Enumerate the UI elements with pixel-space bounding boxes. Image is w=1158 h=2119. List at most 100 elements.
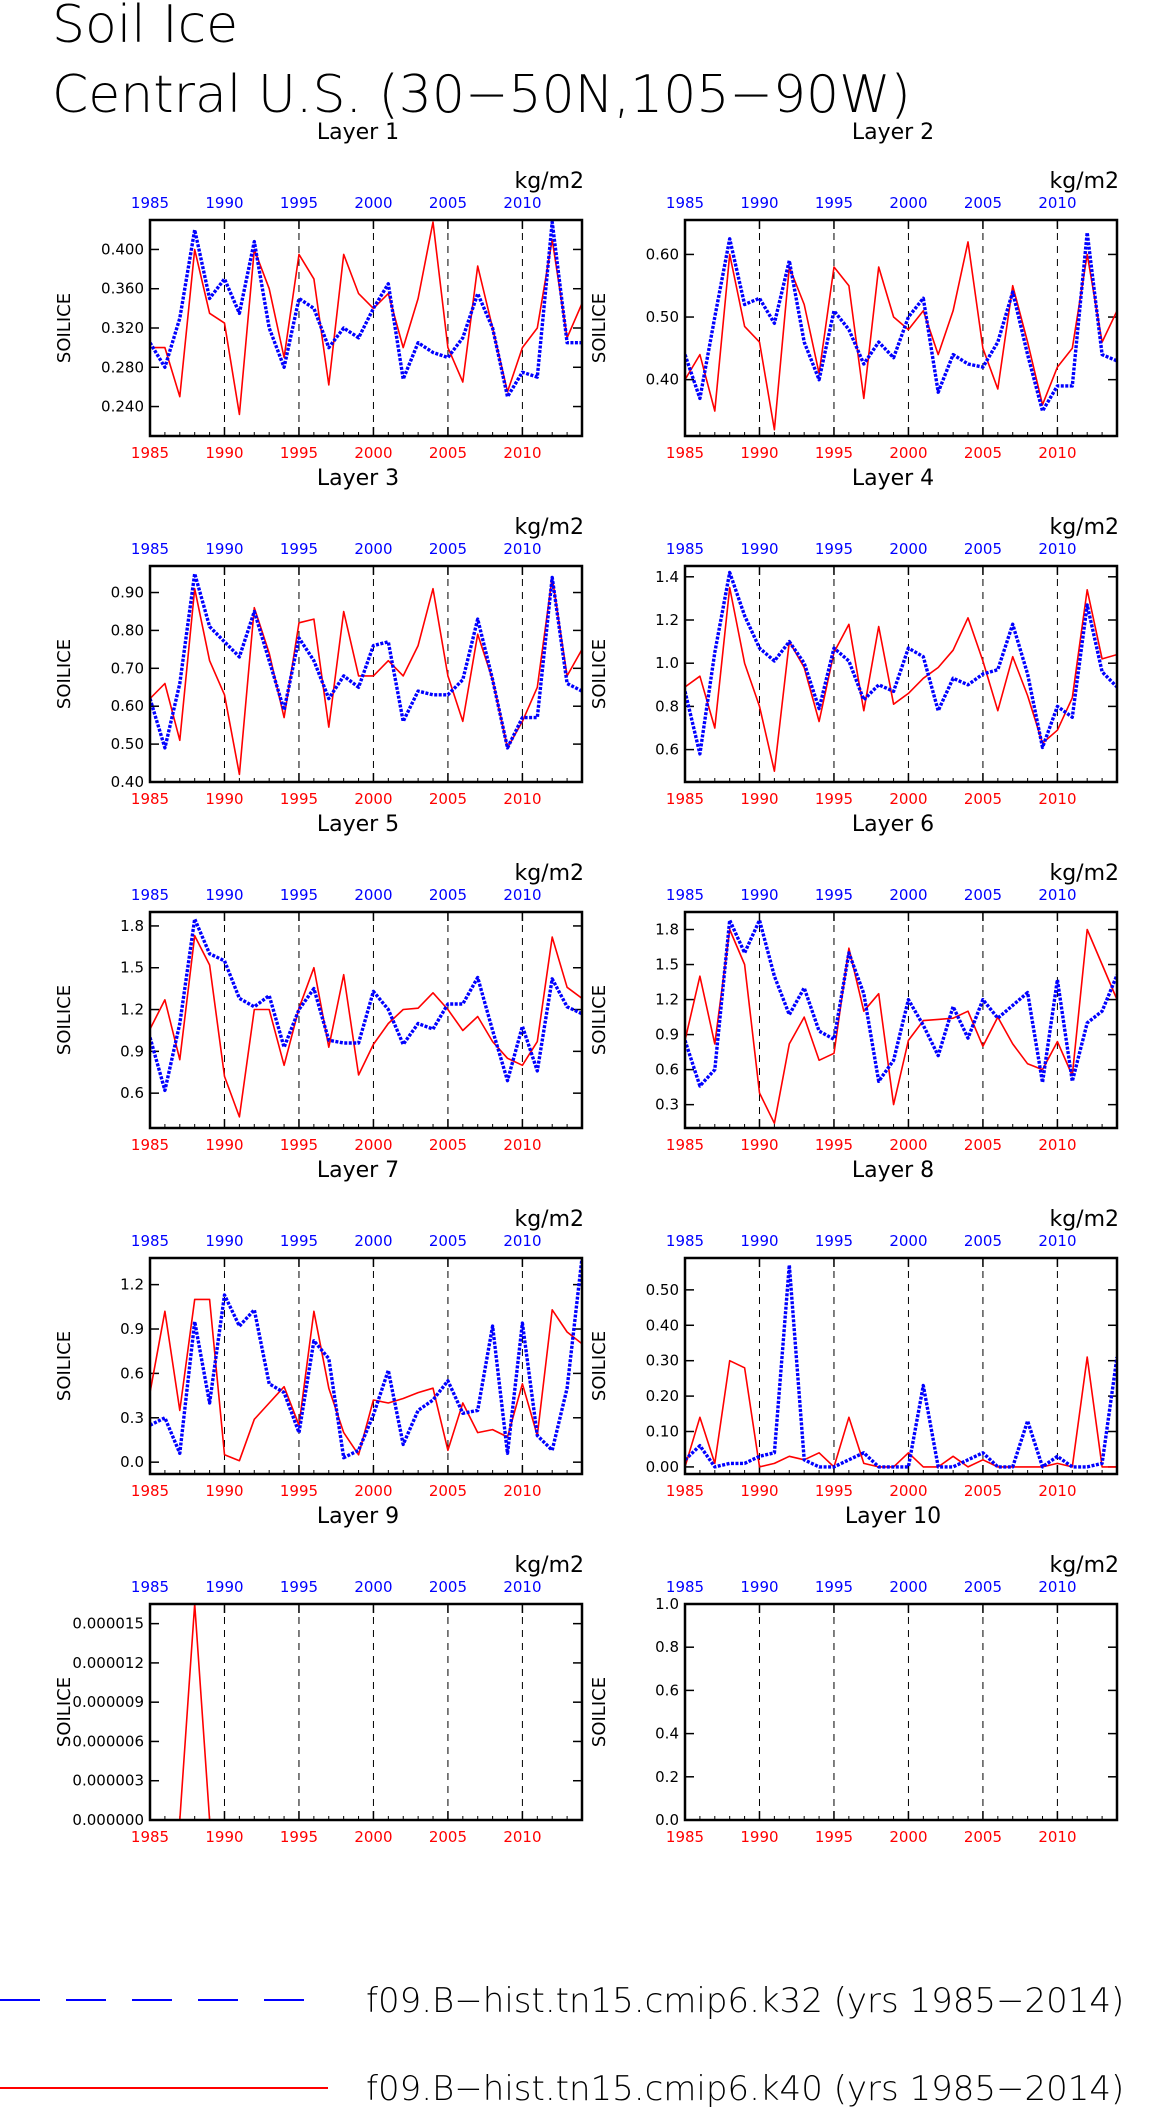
x-tick-label-top: 1990 (205, 1232, 243, 1250)
x-tick-label-bottom: 2005 (964, 1828, 1002, 1846)
x-tick-label-bottom: 1990 (205, 1136, 243, 1154)
x-tick-label-bottom: 2000 (889, 1482, 927, 1500)
x-tick-label-top: 2010 (1038, 1232, 1076, 1250)
x-tick-label-top: 2010 (1038, 886, 1076, 904)
panel-layer-2: Layer 2 kg/m2 SOILICE 1985 1985 1990 1990 1995 1… (589, 120, 1119, 462)
x-tick-label-bottom: 1990 (740, 1482, 778, 1500)
x-tick-label-top: 2000 (354, 1578, 392, 1596)
x-tick-label-top: 2005 (964, 540, 1002, 558)
units-label: kg/m2 (514, 1553, 584, 1578)
x-tick-label-bottom: 1995 (815, 444, 853, 462)
legend: f09.B−hist.tn15.cmip6.k32 (yrs 1985−2014… (0, 1981, 1124, 2109)
series-group (150, 220, 582, 416)
y-tick-label: 0.40 (646, 371, 679, 389)
panel-layer-5: Layer 5 kg/m2 SOILICE 1985 1985 1990 1990 1995 1… (54, 812, 584, 1154)
x-tick-label-top: 2000 (354, 540, 392, 558)
x-tick-label-bottom: 2010 (1038, 1482, 1076, 1500)
x-tick-label-top: 2000 (889, 1578, 927, 1596)
units-label: kg/m2 (1049, 1553, 1119, 1578)
x-tick-label-top: 1985 (666, 1578, 704, 1596)
units-label: kg/m2 (1049, 861, 1119, 886)
x-tick-label-top: 1990 (205, 194, 243, 212)
x-tick-label-bottom: 2000 (354, 444, 392, 462)
series-line-k40 (685, 241, 1117, 431)
x-tick-label-top: 1995 (280, 540, 318, 558)
y-axis-label: SOILICE (54, 293, 75, 363)
plot-frame (683, 1602, 1119, 1822)
plot-frame (683, 1256, 1119, 1476)
panel-layer-10: Layer 10 kg/m2 SOILICE 1985 1985 1990 1990 1995… (589, 1504, 1119, 1846)
x-tick-label-bottom: 1985 (131, 1482, 169, 1500)
x-tick-label-bottom: 2000 (354, 1482, 392, 1500)
y-tick-label: 0.3 (655, 1096, 679, 1114)
x-tick-label-top: 1990 (740, 194, 778, 212)
x-tick-label-bottom: 1990 (205, 1482, 243, 1500)
x-tick-label-bottom: 1995 (815, 1828, 853, 1846)
y-tick-label: 0.0 (120, 1453, 144, 1471)
y-tick-label: 0.6 (655, 741, 679, 759)
x-tick-label-bottom: 2000 (889, 1828, 927, 1846)
x-tick-label-top: 2000 (354, 1232, 392, 1250)
x-tick-label-bottom: 1995 (815, 790, 853, 808)
x-tick-label-top: 1985 (131, 540, 169, 558)
x-tick-label-top: 2010 (1038, 1578, 1076, 1596)
series-line-k32 (685, 230, 1117, 413)
y-tick-label: 0.80 (111, 621, 144, 639)
x-tick-label-bottom: 1985 (131, 1136, 169, 1154)
y-tick-label: 0.10 (646, 1423, 679, 1441)
y-tick-label: 0.40 (111, 773, 144, 791)
x-tick-label-bottom: 2005 (429, 1136, 467, 1154)
series-group (685, 1263, 1117, 1469)
units-label: kg/m2 (514, 515, 584, 540)
series-group (150, 571, 582, 776)
x-tick-label-bottom: 2010 (503, 790, 541, 808)
series-line-k32 (150, 220, 582, 399)
x-tick-label-top: 2000 (889, 1232, 927, 1250)
x-tick-label-top: 2005 (429, 540, 467, 558)
figure-title-line-1: Soil Ice (52, 0, 238, 55)
series-group (685, 918, 1117, 1125)
y-tick-label: 0.6 (120, 1364, 144, 1382)
x-tick-label-bottom: 2005 (429, 444, 467, 462)
series-line-k32 (150, 1258, 582, 1460)
plot-frame (683, 564, 1119, 784)
y-tick-label: 0.20 (646, 1387, 679, 1405)
x-tick-label-top: 2000 (889, 194, 927, 212)
x-tick-label-bottom: 2005 (964, 1482, 1002, 1500)
x-tick-label-bottom: 2000 (354, 790, 392, 808)
units-label: kg/m2 (514, 1207, 584, 1232)
plot-frame (683, 218, 1119, 438)
x-tick-label-top: 1990 (740, 886, 778, 904)
y-tick-label: 1.0 (655, 654, 679, 672)
panel-layer-3: Layer 3 kg/m2 SOILICE 1985 1985 1990 1990 1995 1… (54, 466, 584, 808)
x-tick-label-top: 1995 (815, 540, 853, 558)
x-tick-label-top: 2010 (503, 1232, 541, 1250)
y-tick-label: 0.50 (646, 1281, 679, 1299)
y-tick-label: 0.9 (120, 1042, 144, 1060)
y-tick-label: 0.000000 (72, 1811, 144, 1829)
x-tick-label-bottom: 1985 (666, 1482, 704, 1500)
x-tick-label-top: 2005 (964, 1578, 1002, 1596)
y-tick-label: 0.000006 (72, 1732, 144, 1750)
series-line-k40 (685, 586, 1117, 773)
x-tick-label-bottom: 2000 (889, 1136, 927, 1154)
x-tick-label-top: 1985 (131, 886, 169, 904)
y-tick-label: 0.3 (120, 1409, 144, 1427)
y-tick-label: 1.5 (655, 956, 679, 974)
y-axis-label: SOILICE (589, 1331, 610, 1401)
y-tick-label: 0.320 (101, 319, 144, 337)
x-tick-label-top: 1995 (280, 1578, 318, 1596)
y-tick-label: 0.400 (101, 240, 144, 258)
x-tick-label-bottom: 2005 (429, 1482, 467, 1500)
x-tick-label-top: 2005 (964, 886, 1002, 904)
plot-frame (148, 1256, 584, 1476)
series-line-k32 (150, 917, 582, 1093)
x-tick-label-top: 1985 (666, 194, 704, 212)
legend-label-k40: f09.B−hist.tn15.cmip6.k40 (yrs 1985−2014… (366, 2069, 1124, 2109)
x-tick-label-bottom: 1985 (666, 1136, 704, 1154)
y-tick-label: 0.90 (111, 584, 144, 602)
x-tick-label-top: 2010 (503, 194, 541, 212)
x-tick-label-bottom: 2005 (429, 1828, 467, 1846)
x-tick-label-bottom: 2010 (503, 1482, 541, 1500)
x-tick-label-bottom: 1990 (205, 790, 243, 808)
